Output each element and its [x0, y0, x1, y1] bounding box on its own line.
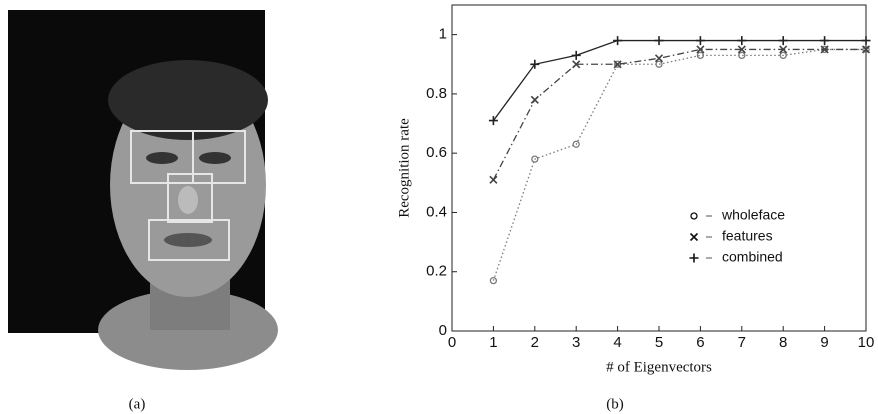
marker — [696, 51, 705, 60]
marker — [779, 51, 787, 60]
face-photo — [8, 10, 278, 370]
y-tick-label: 0.6 — [426, 144, 447, 161]
legend-label: wholeface — [721, 207, 785, 223]
plot-frame — [451, 4, 867, 332]
marker — [737, 36, 747, 46]
marker — [654, 36, 664, 46]
marker — [530, 95, 539, 104]
marker — [862, 45, 870, 54]
marker — [531, 155, 539, 163]
series-line — [492, 39, 866, 121]
marker — [737, 45, 746, 54]
x-tick-label: 2 — [531, 334, 539, 351]
y-axis-label: Recognition rate — [396, 118, 412, 218]
marker — [489, 276, 498, 285]
marker — [861, 45, 871, 54]
marker — [489, 175, 498, 184]
x-tick-label: 4 — [613, 334, 621, 351]
x-tick-label: 3 — [572, 334, 580, 351]
marker — [690, 212, 698, 220]
marker — [654, 54, 664, 63]
legend-label: combined — [722, 249, 783, 265]
marker — [779, 45, 788, 54]
y-tick-label: 1 — [439, 26, 447, 43]
marker — [572, 60, 581, 69]
caption: (b) — [606, 396, 624, 412]
x-tick-label: 6 — [696, 334, 704, 351]
y-tick-label: 0.2 — [426, 263, 447, 280]
marker — [695, 36, 705, 46]
marker — [613, 60, 622, 69]
marker — [696, 45, 705, 54]
marker — [861, 36, 871, 46]
legend-label: features — [722, 228, 773, 244]
marker — [572, 140, 580, 148]
marker — [820, 45, 829, 54]
marker — [820, 36, 830, 46]
marker — [613, 36, 623, 46]
x-tick-label: 0 — [448, 334, 456, 351]
marker — [738, 51, 746, 60]
x-tick-label: 8 — [779, 334, 787, 351]
marker — [778, 36, 788, 46]
y-tick-label: 0.8 — [426, 85, 447, 102]
caption: (a) — [129, 396, 146, 412]
y-tick-label: 0.4 — [426, 203, 447, 220]
marker — [530, 59, 540, 69]
x-tick-label: 10 — [858, 334, 875, 351]
x-tick-label: 1 — [489, 334, 497, 351]
x-axis-label: # of Eigenvectors — [606, 359, 712, 375]
y-tick-label: 0 — [439, 322, 447, 339]
x-tick-label: 9 — [820, 334, 828, 351]
series-line — [492, 48, 866, 181]
x-tick-label: 7 — [738, 334, 746, 351]
marker — [689, 253, 699, 263]
marker — [655, 60, 663, 68]
x-tick-label: 5 — [655, 334, 663, 351]
marker — [488, 116, 498, 126]
series-line — [492, 48, 866, 281]
marker — [689, 232, 699, 242]
marker — [571, 50, 581, 60]
